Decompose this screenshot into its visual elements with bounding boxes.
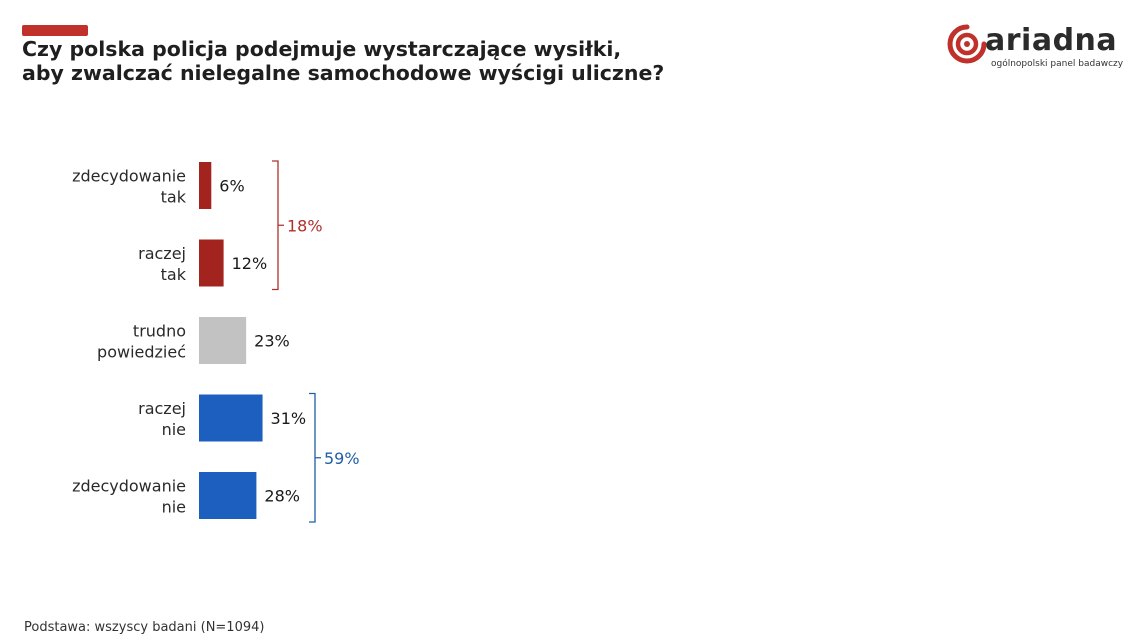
bar-1 (199, 239, 224, 287)
group-label-0: 18% (287, 216, 323, 235)
group-bracket-0 (272, 160, 284, 291)
chart-title-line-2: aby zwalczać nielegalne samochodowe wyśc… (22, 61, 665, 85)
category-label-0: zdecydowanie tak (72, 167, 187, 207)
bar-0 (199, 162, 212, 209)
bar-4 (199, 472, 257, 519)
ariadna-logo: ariadna ogólnopolski panel badawczy (945, 22, 1130, 74)
value-label-1: 12% (232, 254, 268, 273)
group-bracket-1 (309, 392, 321, 523)
category-label-4: zdecydowanie nie (72, 477, 186, 517)
value-label-0: 6% (219, 177, 244, 196)
title-accent-bar (22, 25, 88, 36)
group-label-1: 59% (324, 449, 360, 468)
category-label-3: raczej nie (138, 399, 186, 439)
category-label-2: trudno powiedzieć (97, 322, 186, 362)
bar-2 (199, 317, 247, 364)
bar-3 (199, 394, 263, 442)
value-label-3: 31% (271, 409, 307, 428)
category-label-1: raczej tak (138, 244, 187, 284)
ariadna-logo-icon (947, 24, 987, 64)
value-label-4: 28% (264, 487, 300, 506)
logo-tagline: ogólnopolski panel badawczy (991, 59, 1124, 69)
chart-title: Czy polska policja podejmuje wystarczają… (22, 37, 822, 85)
value-label-2: 23% (254, 332, 290, 351)
chart-title-line-1: Czy polska policja podejmuje wystarczają… (22, 37, 622, 61)
base-note: Podstawa: wszyscy badani (N=1094) (24, 620, 265, 635)
logo-wordmark: ariadna (985, 23, 1118, 58)
